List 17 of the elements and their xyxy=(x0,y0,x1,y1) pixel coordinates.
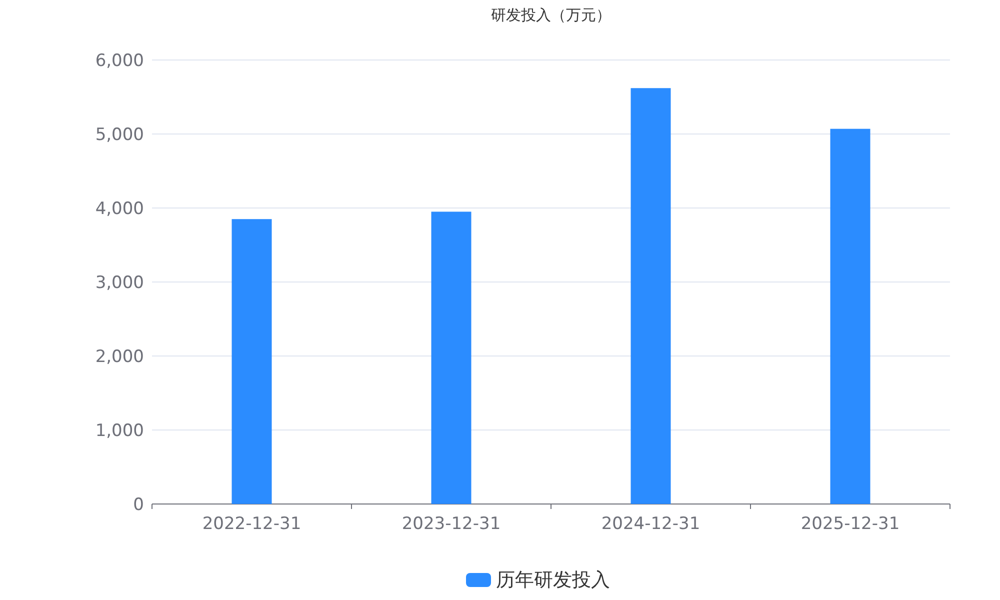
y-tick-label: 2,000 xyxy=(95,347,144,367)
y-tick-label: 3,000 xyxy=(95,273,144,293)
chart-title: 研发投入（万元） xyxy=(491,6,611,24)
x-tick-label: 2023-12-31 xyxy=(402,514,501,534)
y-tick-label: 4,000 xyxy=(95,199,144,219)
y-tick-label: 6,000 xyxy=(95,51,144,71)
y-tick-label: 1,000 xyxy=(95,421,144,441)
bar xyxy=(830,128,870,504)
x-tick-label: 2022-12-31 xyxy=(202,514,302,534)
bar xyxy=(431,212,472,504)
bar xyxy=(630,88,671,504)
legend-label: 历年研发投入 xyxy=(496,569,610,591)
bar xyxy=(232,219,272,504)
x-tick-label: 2024-12-31 xyxy=(601,514,700,534)
y-tick-label: 0 xyxy=(133,495,144,515)
x-tick-label: 2025-12-31 xyxy=(800,514,900,534)
y-tick-label: 5,000 xyxy=(95,125,144,145)
